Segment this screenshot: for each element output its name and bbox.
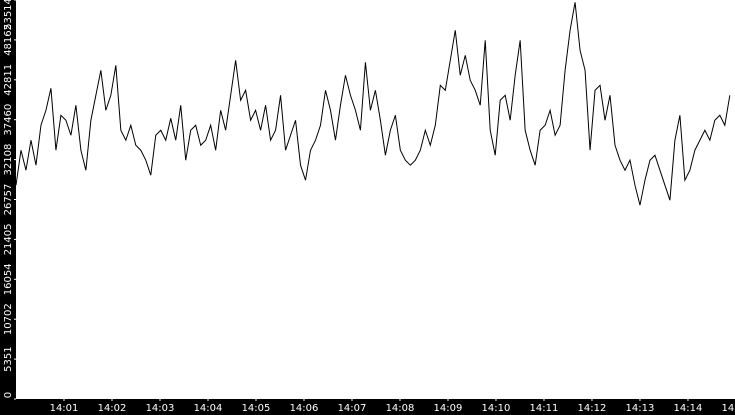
y-tick-label: 0: [3, 392, 14, 398]
y-tick-label: 42811: [3, 64, 14, 96]
plot-area: [16, 0, 735, 399]
x-tick-label: 14:09: [434, 403, 463, 414]
data-line: [15, 2, 731, 206]
x-tick-label: 14:03: [146, 403, 175, 414]
y-tick-label: 21405: [3, 223, 14, 255]
y-tick-label: 16054: [3, 263, 14, 295]
y-tick-label: 10702: [3, 303, 14, 335]
y-tick-label: 37460: [3, 104, 14, 136]
x-tick-label: 14:04: [194, 403, 223, 414]
y-tick-label: 5351: [3, 346, 14, 371]
y-tick-label: 32108: [3, 144, 14, 176]
y-tick-label: 26757: [3, 184, 14, 216]
x-tick-label: 14:08: [386, 403, 415, 414]
x-tick-label: 14:02: [98, 403, 127, 414]
y-tick-label: 48162: [3, 24, 14, 56]
x-tick-label: 14:12: [578, 403, 607, 414]
x-tick-label: 14:06: [290, 403, 319, 414]
x-tick-label: 14:10: [482, 403, 511, 414]
x-tick-label: 14:14: [674, 403, 703, 414]
x-tick-label: 14:01: [50, 403, 79, 414]
y-tick-label: 53514: [3, 0, 14, 30]
x-tick-label: 14:07: [338, 403, 367, 414]
x-tick-label: 14:15: [722, 403, 735, 414]
x-tick-label: 14:11: [530, 403, 559, 414]
x-tick-label: 14:05: [242, 403, 271, 414]
x-tick-label: 14:13: [626, 403, 655, 414]
